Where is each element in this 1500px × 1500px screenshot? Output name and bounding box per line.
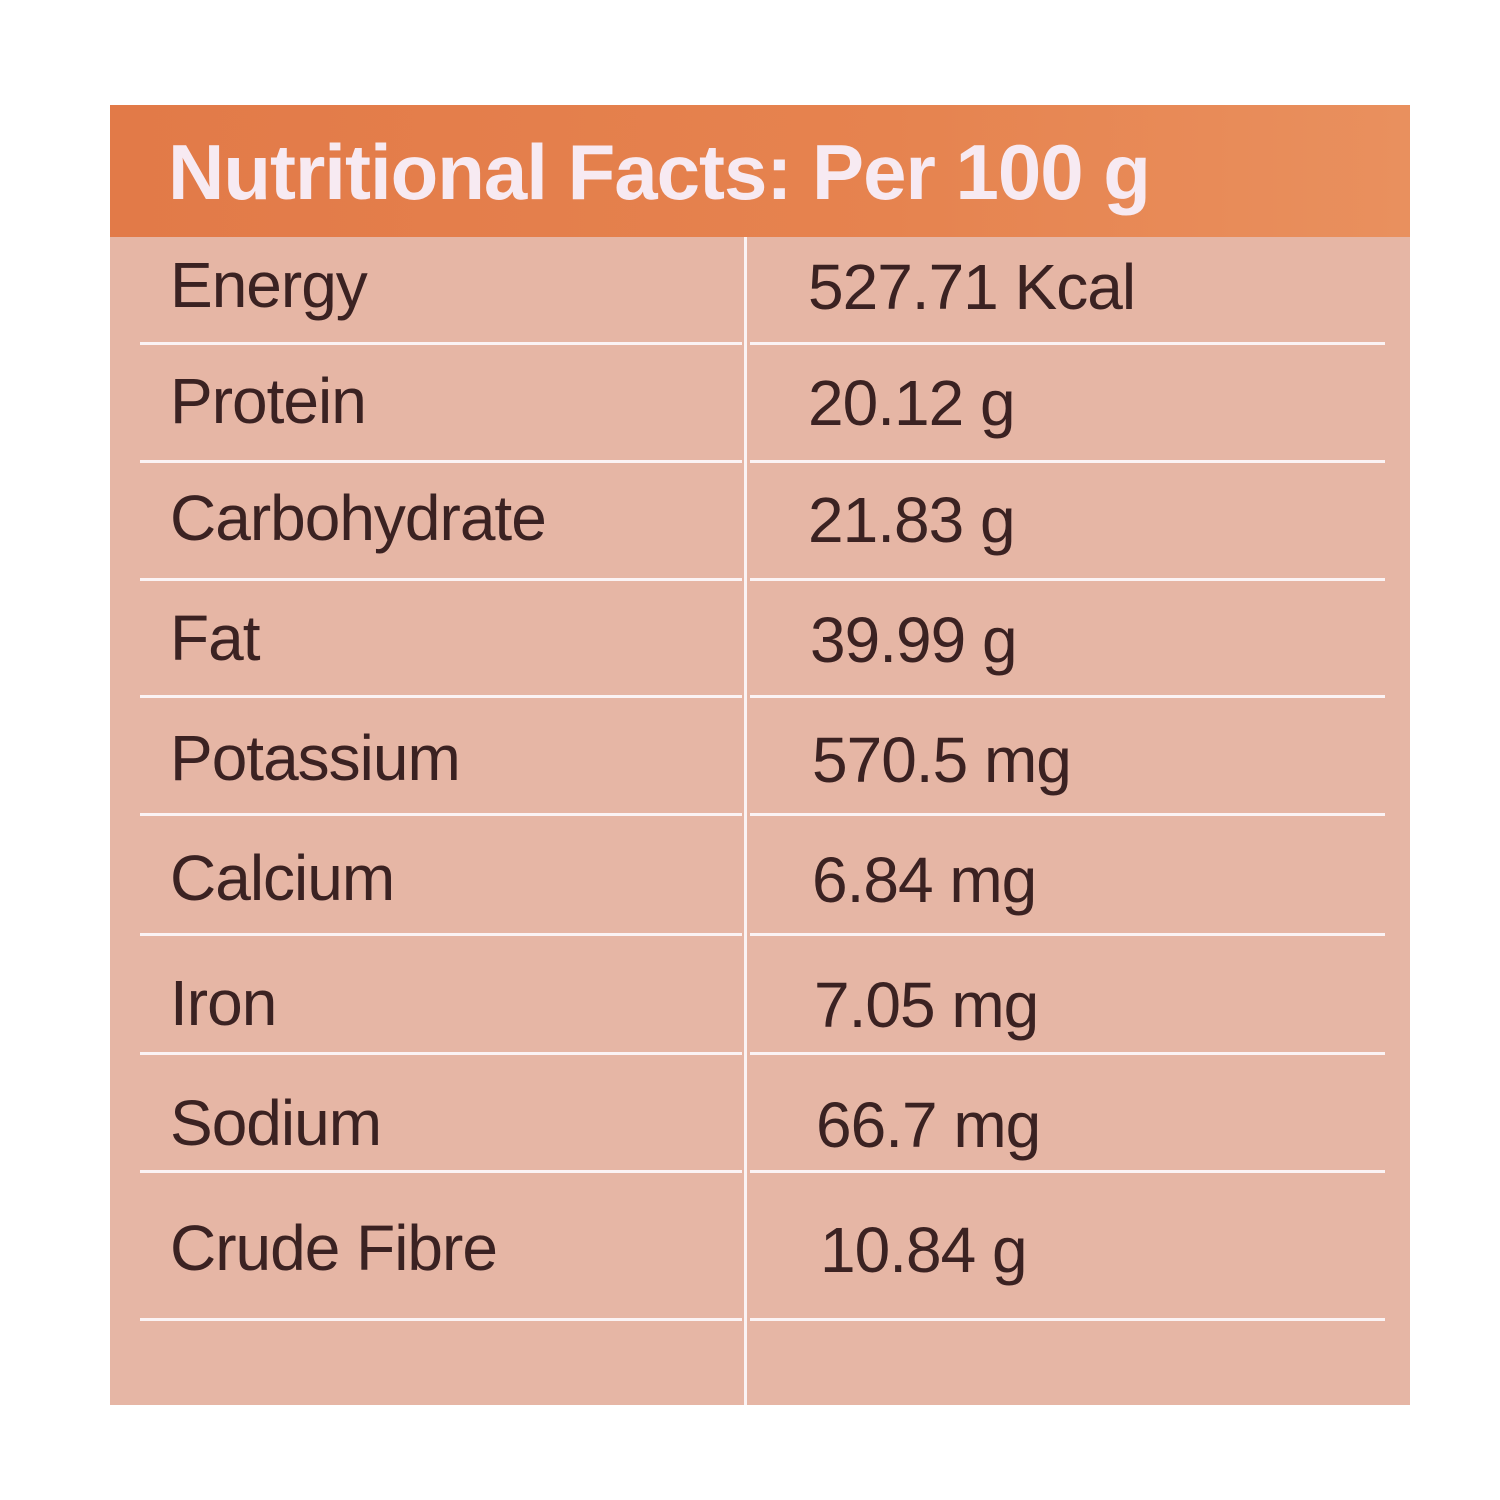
nutrient-value: 39.99 g: [810, 604, 1018, 676]
row-separator: [140, 460, 742, 463]
nutrient-name: Fat: [170, 602, 260, 674]
row-separator: [140, 578, 742, 581]
nutrient-value: 21.83 g: [808, 484, 1016, 556]
row-separator: [750, 695, 1385, 698]
column-divider: [744, 237, 747, 1405]
nutrient-name: Calcium: [170, 842, 395, 914]
row-separator: [750, 1052, 1385, 1055]
title: Nutritional Facts: Per 100 g: [168, 128, 1151, 216]
nutrient-value: 66.7 mg: [816, 1089, 1041, 1161]
row-separator: [140, 1318, 742, 1321]
nutrition-panel: Nutritional Facts: Per 100 g Energy 527.7…: [110, 105, 1410, 1405]
row-separator: [750, 813, 1385, 816]
row-separator: [750, 1170, 1385, 1173]
nutrient-value: 570.5 mg: [812, 724, 1072, 796]
nutrient-name: Carbohydrate: [170, 482, 547, 554]
nutrient-name: Iron: [170, 967, 277, 1039]
nutrient-value: 7.05 mg: [814, 969, 1039, 1041]
nutrient-name: Crude Fibre: [170, 1212, 498, 1284]
row-separator: [750, 933, 1385, 936]
row-separator: [750, 342, 1385, 345]
nutrient-value: 6.84 mg: [812, 844, 1037, 916]
header-band: Nutritional Facts: Per 100 g: [110, 105, 1410, 237]
nutrient-name: Sodium: [170, 1087, 382, 1159]
nutrient-name: Energy: [170, 249, 368, 321]
nutrient-value: 20.12 g: [808, 367, 1016, 439]
row-separator: [140, 342, 742, 345]
nutrient-name: Protein: [170, 365, 367, 437]
row-separator: [140, 1170, 742, 1173]
nutrient-name: Potassium: [170, 722, 461, 794]
row-separator: [750, 1318, 1385, 1321]
row-separator: [140, 933, 742, 936]
row-separator: [140, 695, 742, 698]
nutrient-value: 10.84 g: [820, 1214, 1028, 1286]
row-separator: [750, 578, 1385, 581]
nutrient-value: 527.71 Kcal: [808, 251, 1136, 323]
row-separator: [140, 813, 742, 816]
row-separator: [140, 1052, 742, 1055]
row-separator: [750, 460, 1385, 463]
